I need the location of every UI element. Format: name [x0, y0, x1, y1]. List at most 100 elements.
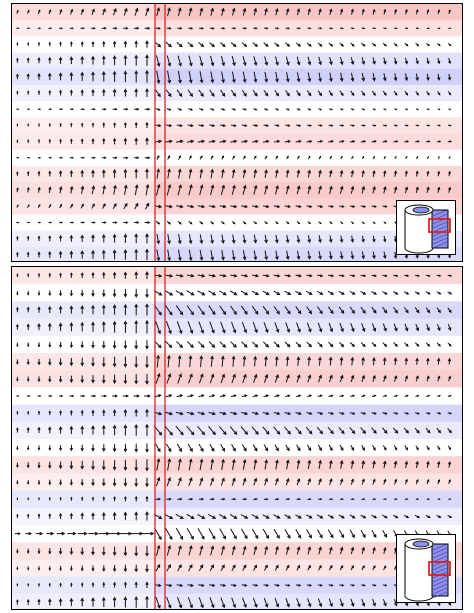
vector-arrow: [241, 89, 247, 97]
vector-arrow: [262, 341, 270, 348]
vector-arrow: [221, 168, 225, 179]
vector-arrow: [219, 42, 226, 48]
vector-arrow: [210, 249, 215, 261]
vector-arrow: [101, 304, 106, 315]
vector-arrow: [145, 54, 149, 66]
vector-arrow: [327, 306, 334, 315]
vector-arrow: [383, 170, 387, 177]
vector-arrow: [188, 234, 193, 245]
vector-arrow: [219, 411, 227, 416]
vector-arrow: [318, 546, 322, 555]
vector-arrow: [393, 57, 398, 65]
vector-arrow: [208, 411, 216, 416]
vector-arrow: [123, 249, 128, 260]
vector-arrow: [329, 459, 333, 469]
vector-arrow: [91, 460, 95, 471]
vector-arrow: [221, 250, 225, 261]
vector-arrow: [177, 184, 182, 196]
vector-arrow: [253, 459, 258, 470]
vector-arrow: [404, 186, 409, 194]
vector-arrow: [273, 305, 280, 315]
vector-arrow: [113, 496, 116, 502]
vector-arrow: [383, 498, 387, 501]
vector-arrow: [393, 124, 398, 127]
vector-arrow: [69, 375, 74, 384]
vector-arrow: [285, 322, 291, 333]
vector-arrow: [91, 108, 96, 111]
vector-arrow: [296, 546, 301, 555]
vector-arrow: [415, 375, 419, 382]
vector-arrow: [176, 123, 184, 128]
background-band: [12, 246, 155, 261]
vector-arrow: [220, 124, 227, 127]
vector-arrow: [209, 564, 214, 572]
vector-arrow: [102, 203, 106, 209]
vector-arrow: [264, 155, 268, 160]
vector-arrow: [58, 250, 63, 259]
vector-arrow: [16, 251, 19, 257]
background-band: [155, 421, 462, 440]
vector-arrow: [361, 108, 366, 111]
vector-arrow: [37, 108, 42, 111]
vector-arrow: [295, 274, 302, 278]
vector-arrow: [436, 307, 441, 314]
vector-arrow: [59, 89, 63, 96]
vector-arrow: [210, 184, 215, 196]
vector-arrow: [133, 107, 140, 111]
vector-arrow: [210, 71, 215, 84]
vector-field-plot: [12, 4, 462, 261]
vector-arrow: [208, 290, 217, 296]
vector-arrow: [307, 169, 312, 178]
vector-arrow: [37, 566, 41, 571]
vector-arrow: [101, 27, 107, 30]
vector-arrow: [48, 461, 52, 469]
vector-arrow: [415, 478, 419, 485]
vector-arrow: [339, 322, 344, 333]
background-band: [12, 230, 155, 248]
vector-arrow: [317, 124, 323, 127]
vector-arrow: [274, 583, 280, 587]
vector-arrow: [37, 394, 42, 398]
vector-arrow: [48, 9, 52, 15]
vector-arrow: [46, 531, 55, 536]
vector-arrow: [360, 514, 367, 519]
vector-arrow: [361, 90, 366, 97]
vector-arrow: [112, 107, 118, 111]
vector-arrow: [48, 272, 52, 278]
vector-arrow: [91, 478, 95, 487]
vector-arrow: [177, 55, 182, 67]
vector-arrow: [252, 42, 258, 47]
vector-arrow: [219, 204, 227, 209]
vector-arrow: [273, 514, 281, 519]
vector-arrow: [241, 42, 248, 47]
vector-arrow: [307, 250, 312, 260]
vector-arrow: [134, 248, 139, 260]
vector-arrow: [113, 122, 117, 128]
vector-arrow: [251, 514, 260, 519]
vector-arrow: [123, 408, 128, 417]
background-band: [12, 593, 155, 609]
vector-arrow: [209, 477, 215, 486]
vector-arrow: [102, 40, 106, 48]
vector-arrow: [415, 73, 419, 82]
vector-arrow: [69, 357, 74, 367]
vector-arrow: [426, 155, 429, 159]
vector-arrow: [219, 139, 227, 144]
vector-arrow: [339, 42, 344, 47]
vector-arrow: [98, 531, 110, 536]
vector-arrow: [26, 73, 30, 80]
vector-arrow: [187, 394, 194, 398]
vector-arrow: [218, 426, 227, 436]
vector-arrow: [240, 514, 249, 519]
vector-arrow: [382, 412, 388, 415]
vector-arrow: [403, 307, 409, 314]
vector-arrow: [134, 70, 139, 83]
vector-arrow: [48, 394, 53, 398]
vector-arrow: [186, 425, 195, 436]
vector-arrow: [350, 185, 355, 194]
vector-arrow: [229, 426, 238, 436]
vector-arrow: [350, 169, 355, 178]
vector-arrow: [339, 394, 345, 398]
vector-arrow: [349, 140, 356, 143]
vector-arrow: [393, 251, 398, 260]
